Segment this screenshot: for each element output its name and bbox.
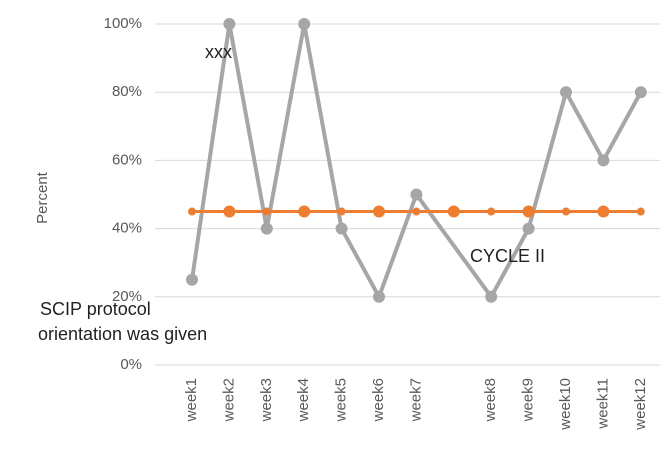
annotation: SCIP protocol bbox=[40, 299, 151, 319]
x-tick-label: week6 bbox=[370, 378, 387, 422]
annotation: xxx bbox=[205, 42, 232, 62]
x-tick-label: week2 bbox=[220, 378, 237, 422]
point bbox=[298, 18, 311, 30]
y-tick-label: 40% bbox=[112, 220, 142, 237]
y-axis-label: Percent bbox=[34, 171, 51, 224]
point bbox=[597, 205, 610, 218]
x-tick-label: week10 bbox=[557, 378, 574, 431]
y-tick-label: 60% bbox=[112, 151, 142, 168]
point bbox=[597, 154, 610, 167]
x-tick-label: week1 bbox=[183, 378, 200, 422]
x-tick-label: week8 bbox=[482, 378, 499, 422]
point bbox=[485, 290, 498, 303]
annotation: orientation was given bbox=[38, 324, 207, 344]
y-tick-label: 20% bbox=[112, 288, 142, 305]
y-tick-label: 100% bbox=[104, 15, 142, 32]
point bbox=[337, 207, 346, 216]
x-tick-label: week7 bbox=[407, 378, 424, 422]
point bbox=[522, 205, 535, 218]
point bbox=[634, 86, 647, 99]
x-tick-label: week12 bbox=[632, 378, 649, 431]
point bbox=[262, 207, 271, 216]
point bbox=[636, 207, 645, 216]
series-line bbox=[190, 23, 643, 302]
annotation: CYCLE II bbox=[470, 246, 545, 266]
x-tick-label: week3 bbox=[258, 378, 275, 422]
point bbox=[298, 205, 311, 218]
x-tick-label: week11 bbox=[594, 378, 611, 430]
point bbox=[447, 205, 460, 218]
y-tick-label: 80% bbox=[112, 83, 142, 100]
y-tick-label: 0% bbox=[120, 356, 142, 373]
point bbox=[223, 18, 236, 30]
point bbox=[562, 207, 570, 216]
point bbox=[522, 222, 535, 235]
x-tick-label: week9 bbox=[520, 378, 537, 422]
point bbox=[560, 86, 572, 99]
x-tick-label: week5 bbox=[333, 378, 350, 422]
point bbox=[260, 222, 273, 235]
point bbox=[186, 273, 198, 286]
point bbox=[373, 290, 385, 303]
point bbox=[335, 222, 348, 235]
point bbox=[487, 207, 496, 216]
point bbox=[223, 205, 236, 218]
point bbox=[412, 207, 421, 216]
point bbox=[188, 207, 196, 216]
point bbox=[410, 188, 423, 201]
x-tick-label: week4 bbox=[295, 378, 312, 422]
point bbox=[373, 205, 385, 218]
